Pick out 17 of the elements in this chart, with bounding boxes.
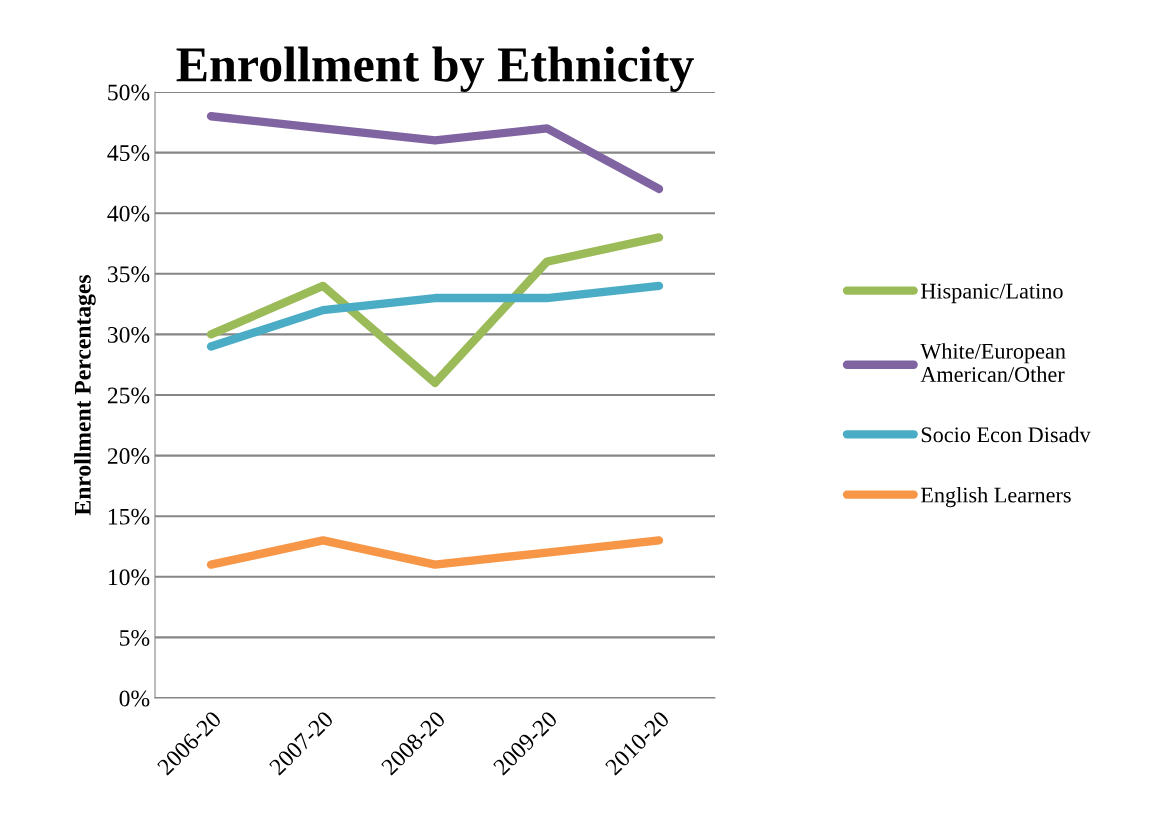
legend-label: Hispanic/Latino xyxy=(920,283,1063,304)
y-tick-label: 50% xyxy=(108,84,150,101)
y-tick-label: 35% xyxy=(107,266,150,283)
y-tick-label: 10% xyxy=(108,569,150,586)
legend-label: English Learners xyxy=(920,486,1071,508)
y-axis-title: Enrollment Percentages xyxy=(74,275,96,516)
chart-title: Enrollment by Ethnicity xyxy=(176,46,694,92)
y-tick-label: 5% xyxy=(120,629,150,646)
y-tick-label: 0% xyxy=(119,690,150,707)
y-tick-label: 20% xyxy=(107,448,150,465)
y-tick-label: 30% xyxy=(107,326,150,343)
legend-label: Socio Econ Disadv xyxy=(921,426,1091,443)
y-tick-label: 40% xyxy=(107,205,150,222)
legend-label: White/European American/Other xyxy=(920,343,1066,383)
y-tick-label: 15% xyxy=(108,508,150,525)
y-tick-label: 45% xyxy=(107,145,150,162)
y-tick-label: 25% xyxy=(107,387,150,404)
